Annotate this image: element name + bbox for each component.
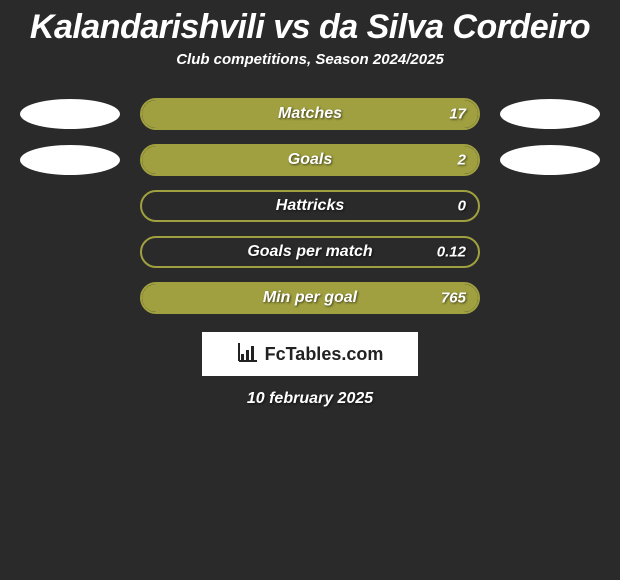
title: Kalandarishvili vs da Silva Cordeiro (0, 0, 620, 51)
stat-bar: Matches 17 (140, 98, 480, 130)
stat-label: Goals (288, 151, 332, 169)
stat-row: Min per goal 765 (0, 282, 620, 314)
stat-label: Hattricks (276, 197, 344, 215)
ellipse-spacer (20, 283, 120, 313)
stat-label: Matches (278, 105, 342, 123)
stat-label: Min per goal (263, 289, 357, 307)
ellipse-right (500, 145, 600, 175)
logo-text: FcTables.com (265, 344, 384, 365)
date: 10 february 2025 (0, 390, 620, 408)
stat-row: Hattricks 0 (0, 190, 620, 222)
ellipse-spacer (500, 191, 600, 221)
stat-bar: Min per goal 765 (140, 282, 480, 314)
ellipse-right (500, 99, 600, 129)
logo-box: FcTables.com (202, 332, 418, 376)
ellipse-left (20, 145, 120, 175)
stat-row: Goals 2 (0, 144, 620, 176)
subtitle: Club competitions, Season 2024/2025 (0, 51, 620, 68)
chart-icon (237, 341, 259, 368)
stat-value: 0.12 (437, 244, 466, 261)
stats-container: Matches 17 Goals 2 Hattricks 0 Goals per match… (0, 98, 620, 314)
stat-bar: Goals 2 (140, 144, 480, 176)
stat-bar: Goals per match 0.12 (140, 236, 480, 268)
ellipse-spacer (20, 191, 120, 221)
stat-label: Goals per match (247, 243, 372, 261)
stat-value: 17 (449, 106, 466, 123)
ellipse-spacer (500, 237, 600, 267)
stat-row: Goals per match 0.12 (0, 236, 620, 268)
stat-row: Matches 17 (0, 98, 620, 130)
stat-bar: Hattricks 0 (140, 190, 480, 222)
ellipse-spacer (500, 283, 600, 313)
stat-value: 765 (441, 290, 466, 307)
stat-value: 2 (458, 152, 466, 169)
ellipse-left (20, 99, 120, 129)
stat-value: 0 (458, 198, 466, 215)
ellipse-spacer (20, 237, 120, 267)
